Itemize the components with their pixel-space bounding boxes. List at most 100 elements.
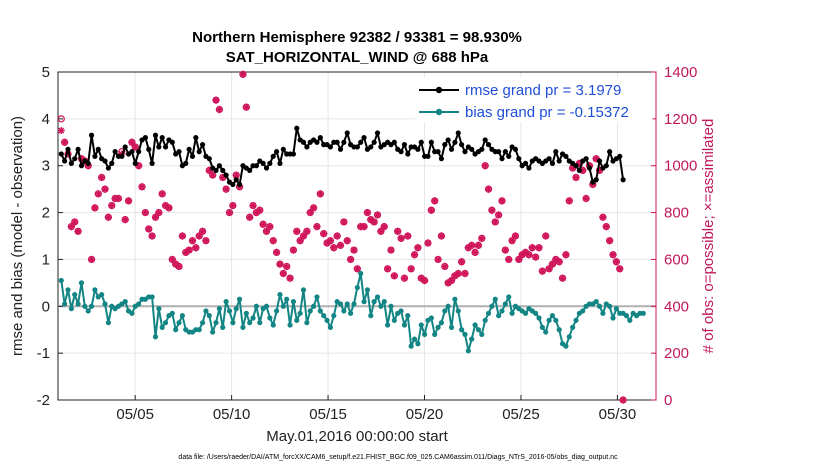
obs-assimilated-point [185, 246, 193, 254]
obs-assimilated-point [249, 201, 257, 210]
bias-point [206, 313, 212, 319]
obs-assimilated-point [468, 241, 476, 249]
bias-point [553, 317, 559, 323]
bias-point [539, 324, 545, 330]
bias-point [475, 327, 482, 333]
rmse-point [186, 146, 192, 152]
obs-assimilated-point [128, 138, 136, 146]
obs-assimilated-point [104, 213, 112, 221]
bias-point [324, 317, 330, 323]
bias-point [428, 315, 434, 321]
y-left-tick-label-3: 1 [42, 251, 50, 268]
obs-assimilated-point [538, 267, 546, 275]
bias-point [213, 320, 219, 326]
bias-point [250, 315, 256, 321]
rmse-point [428, 139, 434, 145]
rmse-point [68, 160, 74, 166]
y-right-tick-label-4: 800 [664, 205, 689, 222]
rmse-point [270, 153, 276, 159]
bias-point [85, 308, 91, 314]
bias-point [210, 329, 216, 335]
x-axis-label: May.01,2016 00:00:00 start [266, 428, 448, 445]
bias-point [78, 280, 85, 286]
rmse-point [159, 135, 165, 141]
rmse-point [573, 163, 579, 169]
bias-point [341, 308, 347, 314]
obs-assimilated-point [397, 234, 405, 242]
bias-point [465, 348, 471, 354]
bias-point [68, 306, 74, 312]
bias-point [580, 308, 586, 314]
y-tick-right-layer: 0 200 400 600 800 1000 1200 1400 [651, 64, 697, 409]
obs-assimilated-point [256, 206, 264, 214]
rmse-point [546, 156, 552, 162]
rmse-point [583, 156, 589, 162]
obs-assimilated-point [404, 232, 412, 240]
bias-point [327, 324, 334, 330]
rmse-point [459, 142, 465, 148]
obs-assimilated-point [373, 211, 382, 219]
obs-assimilated-point [293, 227, 301, 235]
rmse-point [146, 146, 152, 152]
rmse-point [455, 130, 461, 136]
x-tick-layer: 05/05 05/10 05/15 05/20 05/25 05/30 [116, 395, 636, 423]
y-left-tick-label-4: 2 [42, 205, 50, 222]
bias-point [593, 299, 599, 305]
rmse-point [405, 151, 411, 157]
bias-series-layer [58, 270, 646, 354]
obs-assimilated-point [461, 269, 469, 278]
obs-assimilated-point [616, 265, 624, 273]
obs-assimilated-point [340, 218, 348, 226]
bias-point [331, 313, 337, 319]
obs-assimilated-point [299, 232, 308, 240]
obs-assimilated-point [232, 171, 240, 179]
obs-assimilated-point [609, 251, 617, 259]
bias-point [65, 287, 71, 293]
bias-point [415, 341, 421, 347]
bias-point [607, 303, 613, 309]
bias-point [459, 327, 465, 333]
obs-assimilated-point [246, 213, 254, 221]
rmse-point [415, 146, 421, 152]
bias-point [247, 320, 253, 326]
rmse-point [109, 160, 115, 166]
y-right-tick-label-0: 0 [664, 392, 672, 409]
rmse-point [75, 146, 81, 152]
rmse-point [102, 158, 108, 164]
rmse-point [267, 160, 273, 166]
obs-assimilated-point [205, 166, 213, 174]
rmse-point [95, 146, 101, 152]
bias-point [388, 303, 394, 309]
bias-point [240, 324, 246, 330]
rmse-point [253, 163, 260, 169]
obs-assimilated-point [353, 265, 361, 273]
bias-point [129, 310, 135, 316]
bias-point [263, 303, 270, 309]
data-file-footer: data file: /Users/raeder/DAI/ATM_forcXX/… [178, 454, 618, 461]
bias-point [82, 303, 88, 309]
bias-point [196, 327, 202, 333]
y-right-tick-label-7: 1400 [664, 64, 697, 81]
rmse-point [216, 163, 222, 169]
bias-point [438, 320, 445, 326]
rmse-point [522, 160, 529, 166]
obs-assimilated-point [108, 201, 116, 210]
rmse-point [233, 177, 239, 183]
rmse-point [553, 149, 559, 155]
rmse-point [92, 153, 98, 159]
obs-assimilated-point [444, 279, 452, 287]
rmse-point [344, 130, 350, 136]
bias-point [273, 308, 280, 314]
obs-assimilated-point [384, 265, 392, 273]
bias-point [223, 299, 229, 305]
obs-assimilated-point [135, 162, 143, 170]
rmse-point [88, 132, 95, 138]
obs-assimilated-point [380, 223, 388, 231]
obs-assimilated-point [101, 185, 109, 193]
obs-assimilated-point [377, 227, 385, 235]
bias-point [351, 301, 357, 307]
bias-point [277, 291, 283, 298]
bias-point [348, 310, 354, 316]
obs-assimilated-point [569, 164, 577, 172]
bias-point [321, 313, 327, 319]
